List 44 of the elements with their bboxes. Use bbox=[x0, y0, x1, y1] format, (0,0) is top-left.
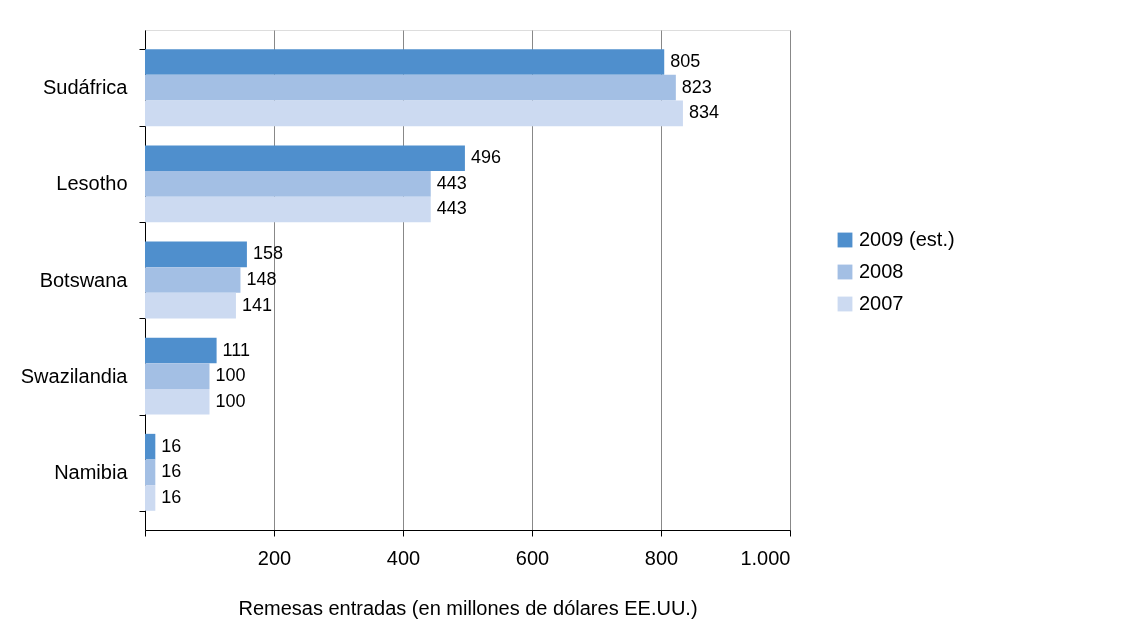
bar bbox=[145, 337, 217, 364]
bar bbox=[145, 485, 156, 511]
bar bbox=[145, 74, 676, 101]
bar bbox=[145, 267, 241, 293]
bar bbox=[145, 363, 210, 389]
y-tick-label: Swazilandia bbox=[20, 364, 129, 387]
bar bbox=[145, 100, 683, 127]
y-tick-label: Sudáfrica bbox=[43, 76, 129, 99]
data-label: 16 bbox=[161, 486, 182, 507]
legend-label: 2007 bbox=[859, 292, 904, 314]
x-tick-label: 400 bbox=[386, 546, 421, 569]
data-label: 16 bbox=[161, 435, 182, 456]
data-label: 823 bbox=[681, 76, 712, 97]
bar bbox=[145, 388, 210, 415]
legend-label: 2009 (est.) bbox=[859, 228, 955, 250]
y-tick-label: Botswana bbox=[39, 268, 129, 291]
x-tick-label: 800 bbox=[644, 546, 679, 569]
data-label: 158 bbox=[252, 243, 283, 264]
data-label: 16 bbox=[161, 461, 182, 482]
x-tick-label: 600 bbox=[515, 546, 550, 569]
data-label: 834 bbox=[688, 102, 719, 123]
legend-label: 2008 bbox=[859, 260, 904, 282]
data-label: 100 bbox=[215, 390, 246, 411]
y-tick-label: Lesotho bbox=[56, 172, 128, 195]
data-label: 443 bbox=[436, 198, 467, 219]
bar bbox=[145, 196, 431, 223]
bar bbox=[145, 459, 156, 486]
x-tick-label: 200 bbox=[257, 546, 292, 569]
data-label: 148 bbox=[246, 269, 277, 289]
data-label: 496 bbox=[470, 147, 501, 168]
bar bbox=[145, 292, 236, 319]
data-label: 805 bbox=[670, 51, 701, 72]
bar bbox=[145, 241, 247, 268]
bar bbox=[145, 171, 431, 197]
data-label: 100 bbox=[215, 365, 246, 386]
data-label: 443 bbox=[436, 172, 467, 193]
data-label: 141 bbox=[241, 294, 272, 315]
x-axis-title: Remesas entradas (en millones de dólares EE.UU.) bbox=[238, 596, 698, 619]
x-tick-label: 1.000 bbox=[740, 546, 791, 569]
bar bbox=[145, 145, 465, 172]
data-label: 111 bbox=[222, 339, 250, 360]
bar bbox=[145, 433, 156, 460]
y-tick-label: Namibia bbox=[54, 460, 129, 483]
bar bbox=[145, 49, 665, 75]
